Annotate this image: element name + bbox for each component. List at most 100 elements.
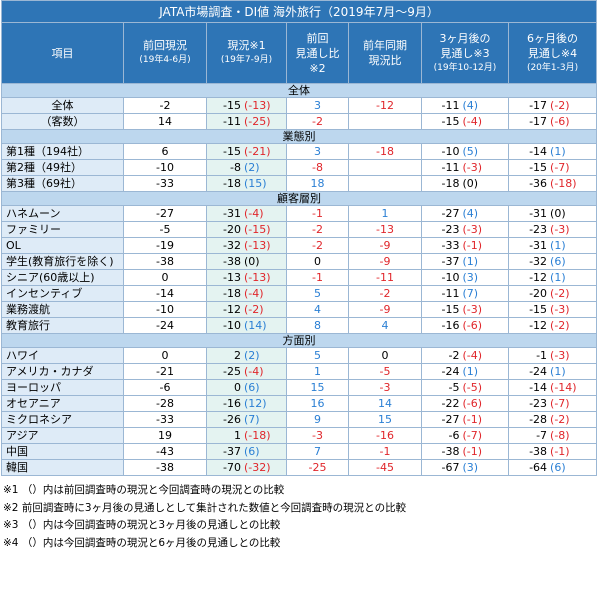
cell-diff: (-3) (462, 303, 483, 316)
cell-value: -31 (223, 207, 241, 220)
row-label: 韓国 (1, 459, 124, 476)
data-row: ファミリー -5 -20 (-15) -2 -13 -23 (-3) -23 (-3) (1, 221, 597, 238)
cell-value: -2 (379, 287, 391, 300)
cell-diff: (-15) (244, 223, 271, 236)
cell-value: -28 (156, 397, 174, 410)
cell-diff: (-1) (462, 413, 483, 426)
cell-value: -16 (223, 397, 241, 410)
cell-value: -38 (156, 255, 174, 268)
cell-diff: (-5) (462, 381, 483, 394)
cell-value: -23 (529, 397, 548, 410)
cell: -37 (1) (421, 253, 509, 270)
cell: -27 (-1) (421, 411, 509, 428)
cell: 7 (286, 443, 349, 460)
data-row: 全体 -2 -15 (-13) 3 -12 -11 (4) -17 (-2) (1, 97, 597, 114)
cell: -36 (-18) (507, 175, 597, 192)
cell-diff: (4) (462, 207, 479, 220)
cell-value: -37 (441, 255, 460, 268)
cell-diff: (-1) (462, 239, 483, 252)
cell-value: 5 (314, 287, 321, 300)
row-label: ヨーロッパ (1, 379, 124, 396)
cell: 3 (286, 143, 349, 160)
cell: -38 (-1) (421, 443, 509, 460)
header-line: 見通し※4 (527, 46, 578, 60)
cell-diff: (-13) (244, 239, 271, 252)
cell-diff: (4) (462, 99, 479, 112)
cell: -23 (-3) (421, 221, 509, 238)
header-line: 前年同期 (363, 39, 407, 52)
cell: 16 (286, 395, 349, 412)
cell: -11 (4) (421, 97, 509, 114)
row-label: 業務渡航 (1, 301, 124, 318)
header-line: 見通し比 (295, 46, 340, 60)
cell: -28 (123, 395, 207, 412)
cell-value: -10 (441, 145, 460, 158)
header-line: (20年1-3月) (526, 62, 579, 73)
cell-value: -18 (223, 287, 241, 300)
cell: -10 (3) (421, 269, 509, 286)
cell-value: -11 (441, 161, 460, 174)
cell: -18 (15) (206, 175, 287, 192)
data-row: OL -19 -32 (-13) -2 -9 -33 (-1) -31 (1) (1, 237, 597, 254)
cell-diff: (-8) (550, 429, 570, 442)
cell: -7 (-8) (507, 427, 597, 444)
cell: -6 (123, 379, 207, 396)
cell-value: -5 (379, 365, 391, 378)
cell: -25 (286, 459, 349, 476)
section-row: 顧客層別 (0, 191, 597, 206)
section-title: 業態別 (0, 129, 597, 144)
cell-diff: (-21) (244, 145, 271, 158)
cell-value: -38 (529, 445, 548, 458)
cell: -24 (123, 317, 207, 334)
cell: -5 (348, 363, 422, 380)
cell-value: -15 (441, 115, 460, 128)
row-label: 全体 (1, 97, 124, 114)
cell-value: -24 (529, 365, 548, 378)
cell-value: 0 (161, 271, 169, 284)
cell: -31 (0) (507, 205, 597, 222)
cell-value: -7 (536, 429, 548, 442)
cell: -15 (-21) (206, 143, 287, 160)
cell-value: -17 (529, 115, 548, 128)
cell-diff: (-6) (462, 319, 483, 332)
row-label: インセンティブ (1, 285, 124, 302)
cell-value: -16 (376, 429, 394, 442)
cell-value: -11 (223, 115, 241, 128)
cell-value: -70 (223, 461, 241, 474)
cell-value: -12 (376, 99, 394, 112)
cell-value: -12 (529, 271, 548, 284)
cell-diff: (-1) (462, 445, 483, 458)
cell-diff: (1) (550, 145, 566, 158)
cell-value: -33 (156, 413, 174, 426)
data-row: （客数） 14 -11 (-25) -2 -15 (-4) -17 (-6) (1, 113, 597, 130)
cell-value: -64 (529, 461, 548, 474)
section-title: 方面別 (0, 333, 597, 348)
cell-diff: (-6) (550, 115, 570, 128)
data-row: 第2種（49社） -10 -8 (2) -8 -11 (-3) -15 (-7) (1, 159, 597, 176)
cell-diff: (0) (550, 207, 566, 220)
cell-diff: (-2) (244, 303, 264, 316)
cell: -10 (5) (421, 143, 509, 160)
cell-value: -24 (156, 319, 174, 332)
header-line: 見通し※3 (440, 46, 490, 60)
cell-value: -12 (223, 303, 241, 316)
cell-value: -31 (529, 207, 548, 220)
data-row: ヨーロッパ -6 0 (6) 15 -3 -5 (-5) -14 (-14) (1, 379, 597, 396)
cell-diff: (-4) (244, 287, 264, 300)
cell: -2 (123, 97, 207, 114)
cell-value: 0 (314, 255, 321, 268)
cell-value: 0 (381, 349, 389, 362)
cell: -17 (-6) (507, 113, 597, 130)
cell-value: 4 (314, 303, 321, 316)
cell-diff: (1) (550, 365, 566, 378)
cell-value: 8 (314, 319, 321, 332)
cell: -14 (123, 285, 207, 302)
cell-diff: (6) (244, 445, 260, 458)
row-label: オセアニア (1, 395, 124, 412)
cell-value: 14 (158, 115, 172, 128)
cell: -27 (123, 205, 207, 222)
cell-diff: (6) (550, 255, 566, 268)
cell-value: -8 (312, 161, 323, 174)
cell-value: -10 (156, 303, 174, 316)
row-label: 第1種（194社） (1, 143, 124, 160)
